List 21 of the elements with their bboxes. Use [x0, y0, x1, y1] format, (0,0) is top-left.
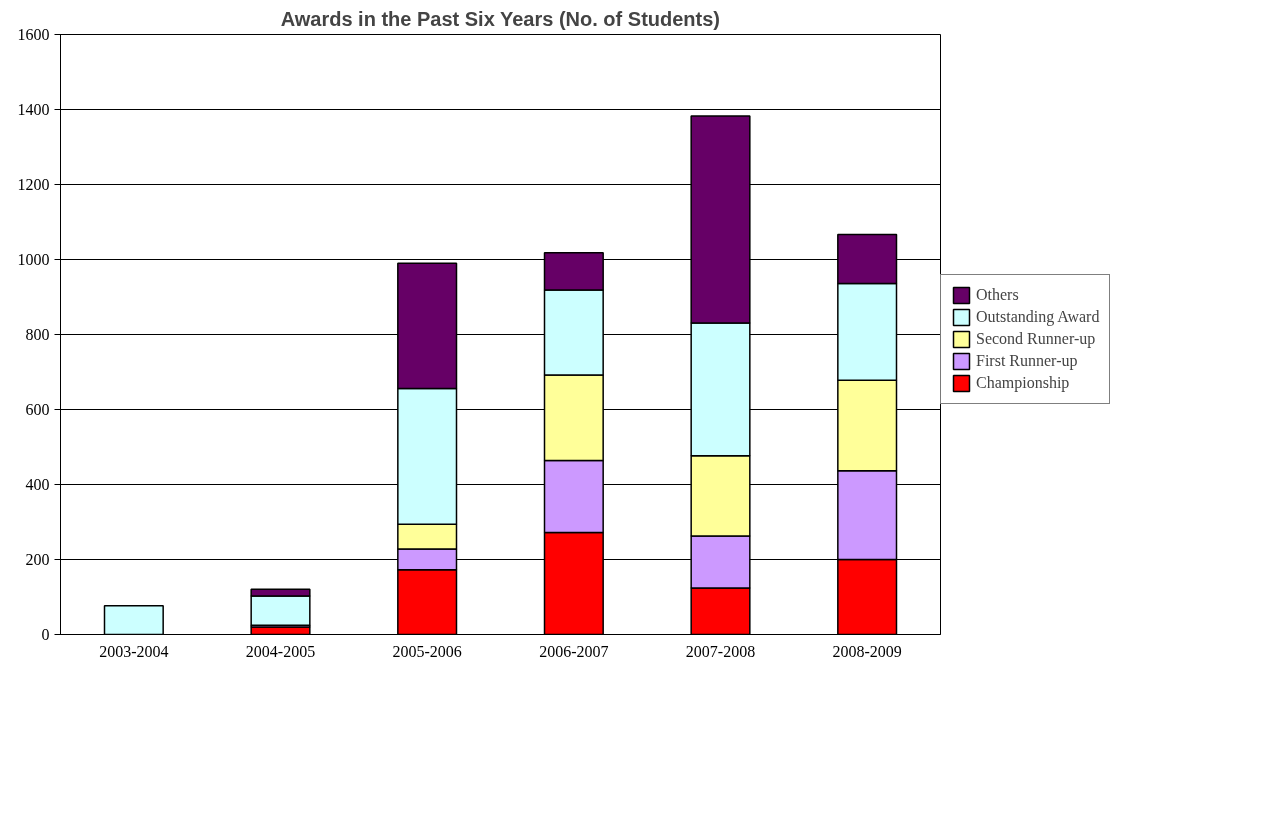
y-tick-label: 400 [25, 476, 50, 493]
y-tick-label: 800 [25, 326, 50, 343]
x-tick-label: 2003-2004 [99, 642, 169, 660]
y-tick-label: 1200 [17, 176, 50, 193]
x-tick-label: 2005-2006 [392, 642, 462, 660]
legend-label: Others [976, 286, 1019, 304]
chart-title: Awards in the Past Six Years (No. of Students) [280, 7, 721, 30]
y-tick-label: 1400 [17, 101, 50, 118]
x-tick-label: 2004-2005 [245, 642, 316, 660]
legend-label: Outstanding Award [976, 308, 1100, 326]
y-tick-label: 600 [25, 401, 50, 418]
y-tick-label: 200 [25, 551, 50, 568]
x-tick-label: 2008-2009 [832, 642, 902, 660]
legend-label: Championship [976, 374, 1070, 392]
x-tick-label: 2006-2007 [539, 642, 609, 660]
legend-label: Second Runner-up [976, 330, 1096, 348]
y-tick-label: 0 [41, 626, 50, 643]
y-tick-label: 1600 [17, 26, 50, 43]
x-tick-label: 2007-2008 [685, 642, 756, 660]
y-tick-label: 1000 [17, 251, 50, 268]
legend-label: First Runner-up [976, 352, 1078, 370]
